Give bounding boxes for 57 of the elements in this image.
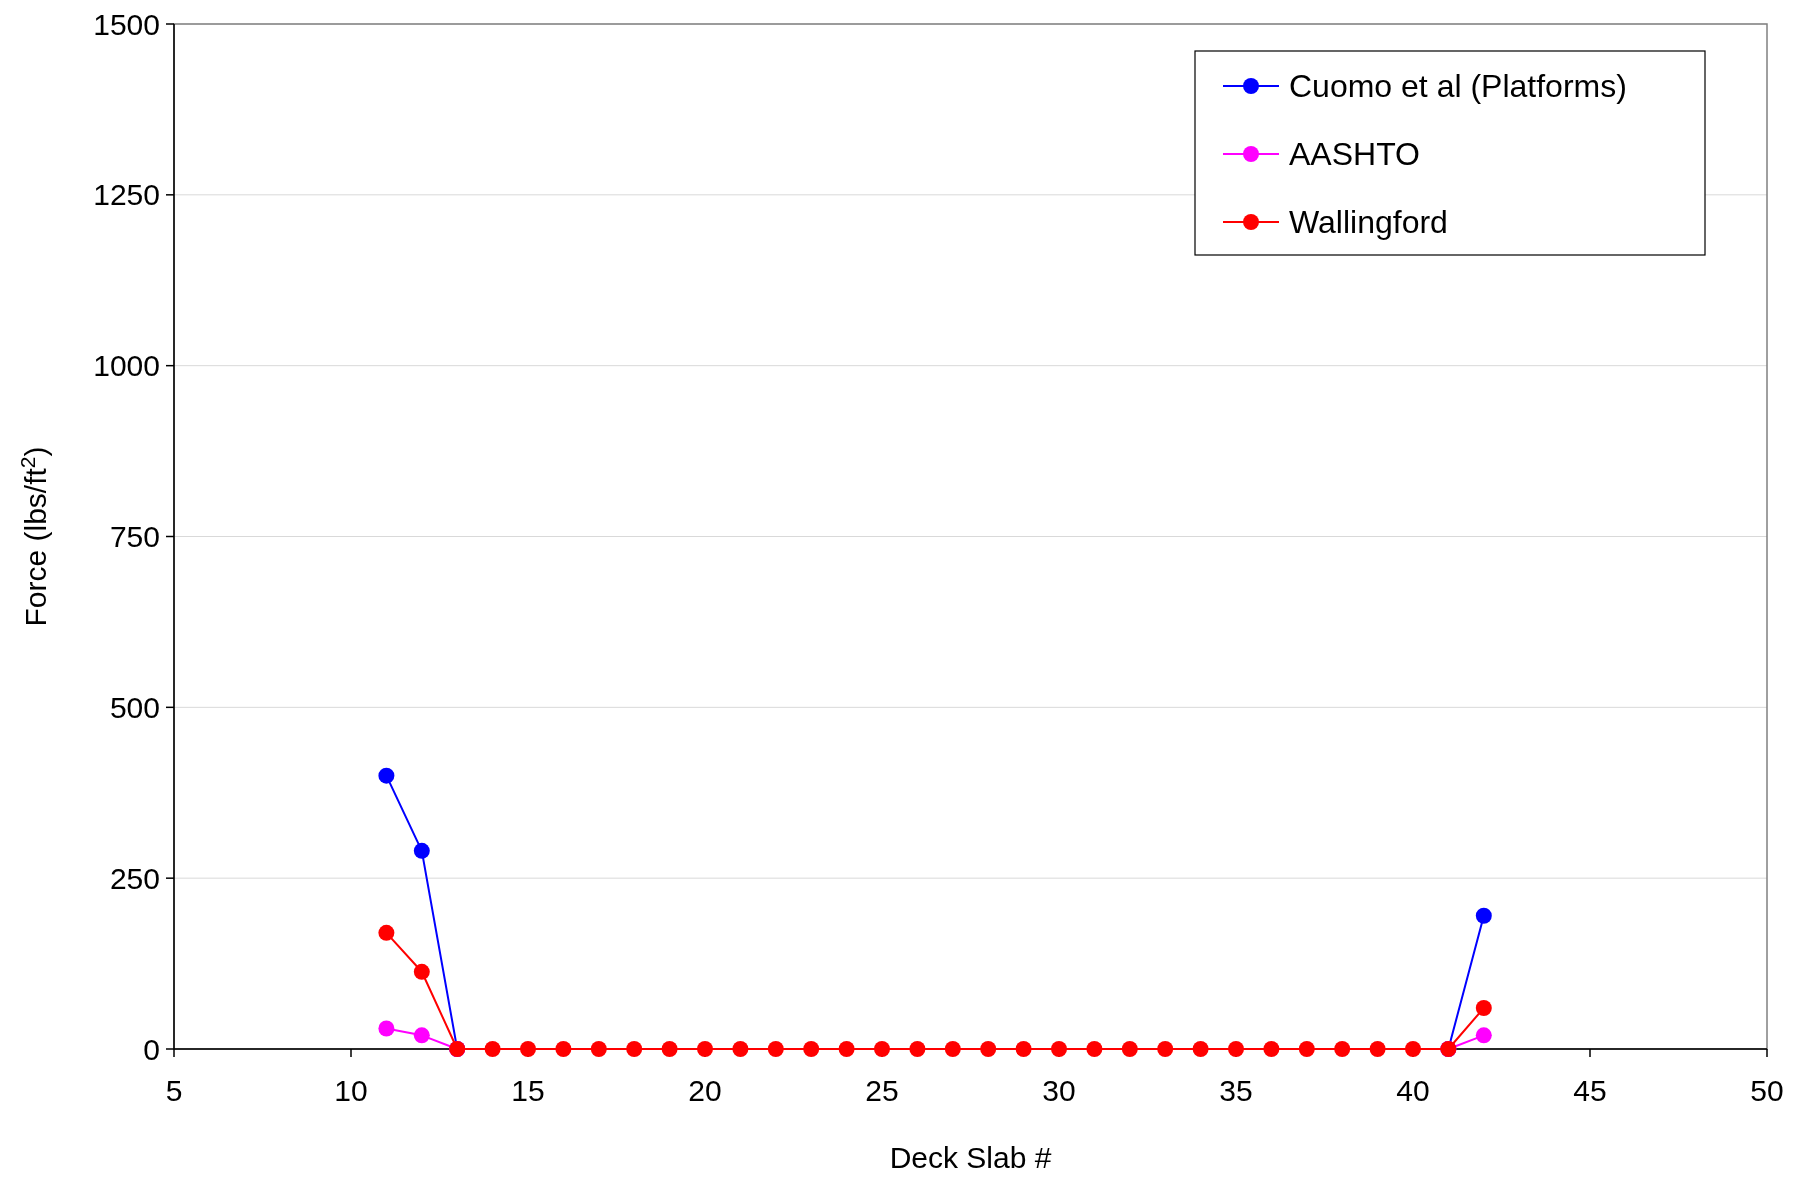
x-tick-label: 20 <box>688 1074 722 1107</box>
x-tick-label: 50 <box>1750 1074 1784 1107</box>
point <box>378 1020 395 1037</box>
point <box>1405 1041 1421 1057</box>
x-tick-label: 45 <box>1573 1074 1607 1107</box>
point <box>803 1041 820 1057</box>
x-axis-title: Deck Slab # <box>889 1141 1052 1174</box>
point <box>520 1041 536 1057</box>
x-tick-label: 10 <box>334 1074 368 1107</box>
point <box>909 1041 926 1057</box>
y-tick-label: 0 <box>143 1032 160 1066</box>
point <box>1475 1027 1492 1044</box>
x-tick-label: 5 <box>165 1074 183 1107</box>
point <box>626 1041 643 1057</box>
x-tick-label: 40 <box>1396 1074 1430 1107</box>
legend-label: Cuomo et al (Platforms) <box>1289 68 1627 105</box>
point <box>1192 1041 1209 1057</box>
point <box>1051 1041 1067 1057</box>
point <box>1015 1041 1032 1057</box>
y-tick-label: 1500 <box>93 7 160 41</box>
point <box>1157 1041 1174 1057</box>
x-tick-label: 25 <box>865 1074 899 1107</box>
point <box>378 924 395 941</box>
point <box>944 1041 961 1057</box>
legend-label: Wallingford <box>1289 204 1448 241</box>
y-tick-label: 500 <box>109 690 160 724</box>
point <box>1334 1041 1351 1057</box>
point <box>661 1041 678 1057</box>
point <box>1369 1041 1386 1057</box>
y-tick-label: 750 <box>109 520 160 553</box>
x-tick-label: 15 <box>511 1074 545 1107</box>
point <box>697 1041 713 1057</box>
point <box>590 1041 607 1057</box>
point <box>1475 907 1492 924</box>
y-tick-label: 1250 <box>93 178 160 212</box>
point <box>413 842 430 859</box>
point <box>1298 1041 1315 1057</box>
point <box>767 1041 784 1057</box>
legend-label: AASHTO <box>1289 136 1420 173</box>
point <box>1121 1041 1138 1057</box>
x-tick-label: 30 <box>1042 1074 1076 1107</box>
point <box>413 1027 430 1044</box>
point <box>1263 1041 1280 1057</box>
point <box>1228 1041 1244 1057</box>
point <box>378 767 395 784</box>
y-tick-label: 1000 <box>93 349 160 383</box>
point <box>484 1041 501 1057</box>
point <box>732 1041 749 1057</box>
point <box>413 963 430 980</box>
y-tick-label: 250 <box>109 861 160 895</box>
point <box>980 1041 997 1057</box>
point <box>1475 1000 1492 1016</box>
point <box>1086 1041 1103 1057</box>
x-tick-label: 35 <box>1219 1074 1253 1107</box>
point <box>874 1041 890 1057</box>
point <box>555 1041 572 1057</box>
point <box>838 1041 855 1057</box>
